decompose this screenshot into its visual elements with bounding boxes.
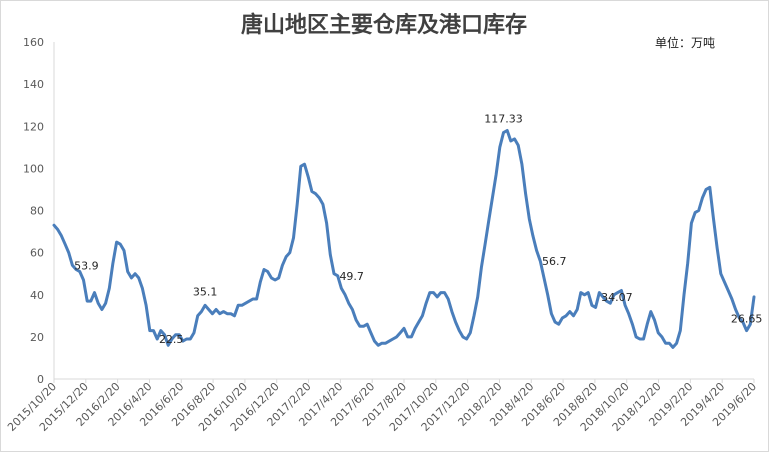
data-label: 56.7 <box>542 255 567 268</box>
data-label: 35.1 <box>193 285 218 298</box>
y-tick-label: 100 <box>23 162 44 175</box>
y-tick-label: 140 <box>23 78 44 91</box>
chart-title: 唐山地区主要仓库及港口库存 <box>241 12 527 38</box>
y-tick-label: 80 <box>30 205 44 218</box>
y-tick-label: 120 <box>23 120 44 133</box>
data-label: 53.9 <box>74 259 99 272</box>
y-tick-label: 60 <box>30 247 44 260</box>
y-tick-label: 40 <box>30 289 44 302</box>
data-labels: 53.9 22.5 35.1 49.7 117.33 56.7 34.07 26.65 <box>74 113 762 346</box>
y-tick-label: 160 <box>23 36 44 49</box>
data-label: 49.7 <box>339 270 364 283</box>
series-line <box>52 129 756 349</box>
y-tick-labels: 0 20 40 60 80 100 120 140 160 <box>23 36 44 386</box>
data-label: 22.5 <box>159 333 184 346</box>
data-label: 26.65 <box>731 313 763 326</box>
y-tick-label: 0 <box>37 373 44 386</box>
data-label: 34.07 <box>601 291 633 304</box>
unit-label: 单位：万吨 <box>655 35 715 50</box>
y-tick-label: 20 <box>30 331 44 344</box>
data-label: 117.33 <box>484 113 523 126</box>
